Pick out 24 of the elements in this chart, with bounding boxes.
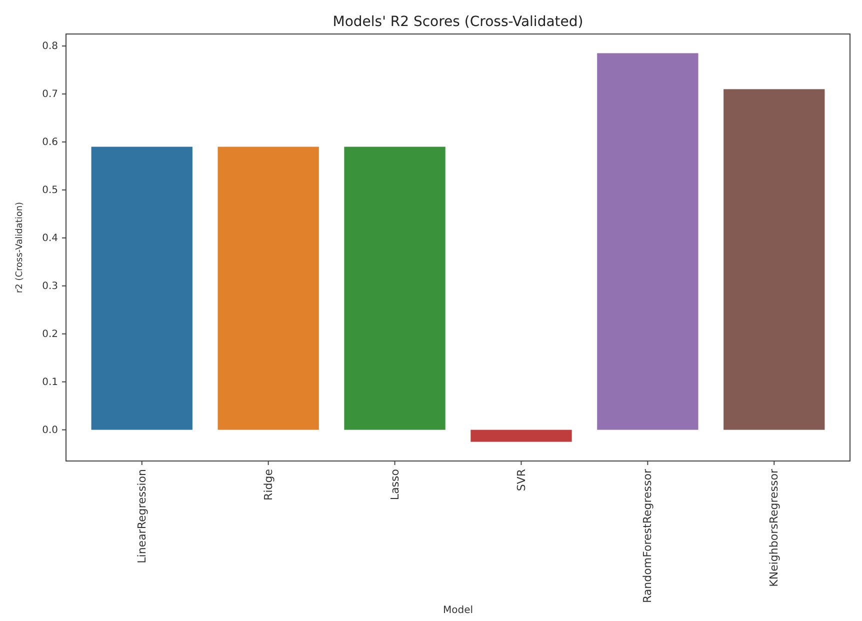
y-tick-label: 0.8 (42, 41, 58, 52)
bar (724, 89, 825, 430)
y-axis-title: r2 (Cross-Validation) (15, 202, 25, 294)
chart-title: Models' R2 Scores (Cross-Validated) (332, 14, 584, 30)
y-tick-label: 0.1 (42, 377, 58, 388)
x-tick-label: LinearRegression (135, 468, 148, 564)
x-tick-label: Lasso (388, 468, 402, 500)
bar (597, 53, 698, 430)
y-tick-label: 0.7 (42, 89, 58, 100)
y-tick-label: 0.0 (42, 425, 58, 436)
y-tick-label: 0.6 (42, 137, 58, 148)
y-tick-label: 0.4 (42, 233, 58, 244)
y-tick-label: 0.5 (42, 185, 58, 196)
y-tick-label: 0.3 (42, 281, 58, 292)
x-tick-label: Ridge (262, 468, 275, 500)
x-tick-label: RandomForestRegressor (641, 468, 654, 603)
x-axis-title: Model (442, 605, 474, 616)
bar (344, 146, 446, 430)
bar (218, 146, 319, 430)
x-tick-label: SVR (514, 468, 528, 492)
y-tick-label: 0.2 (42, 329, 58, 340)
bar (91, 146, 192, 430)
bar (470, 430, 572, 442)
x-tick-label: KNeighborsRegressor (768, 468, 781, 587)
